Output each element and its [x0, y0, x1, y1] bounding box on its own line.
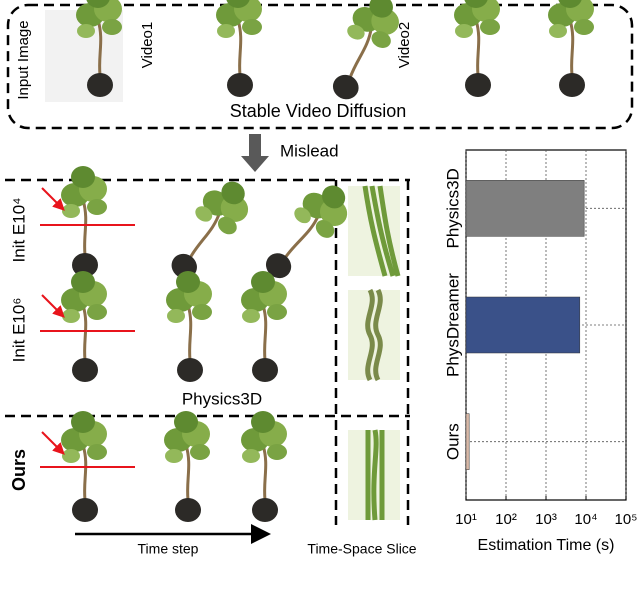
y-tick-label: Ours [443, 423, 462, 460]
arrow [241, 134, 269, 172]
x-axis-label: Estimation Time (s) [478, 537, 615, 554]
label: Mislead [280, 141, 339, 160]
x-tick-label: 10⁴ [574, 511, 597, 528]
x-tick-label: 10² [495, 511, 517, 528]
x-tick-label: 10¹ [455, 511, 477, 528]
plant-image [546, 0, 596, 99]
plant-image [156, 169, 261, 291]
x-tick-label: 10⁵ [615, 511, 638, 528]
label: Stable Video Diffusion [230, 101, 406, 121]
plant-image [59, 164, 109, 279]
red-arrow [41, 187, 65, 211]
plant-image [239, 409, 289, 524]
panel-border [6, 3, 634, 130]
label: Time step [138, 541, 199, 557]
plant-image [162, 409, 212, 524]
label: Time-Space Slice [307, 541, 416, 557]
y-tick-label: PhysDreamer [443, 273, 462, 377]
plant-image [59, 269, 109, 384]
y-tick-label: Physics3D [443, 168, 462, 248]
row-label: Init E10⁶ [9, 298, 28, 363]
row-label: Ours [9, 449, 29, 491]
plant-image [452, 0, 502, 99]
red-arrow [41, 294, 65, 318]
bar [465, 296, 581, 354]
row-label: Init E10⁴ [9, 198, 28, 263]
plant-image [239, 269, 289, 384]
label: Input Image [15, 20, 32, 99]
plant-image [214, 0, 264, 99]
bar [465, 180, 585, 237]
x-tick-label: 10³ [535, 511, 557, 528]
label: Physics3D [182, 389, 262, 408]
plant-image [250, 172, 361, 291]
red-arrow [41, 431, 65, 455]
plant-image [317, 0, 410, 109]
label: Video2 [396, 22, 413, 68]
plant-image [164, 269, 214, 384]
label: Video1 [139, 22, 156, 68]
bar [465, 413, 470, 470]
slice [348, 185, 401, 521]
